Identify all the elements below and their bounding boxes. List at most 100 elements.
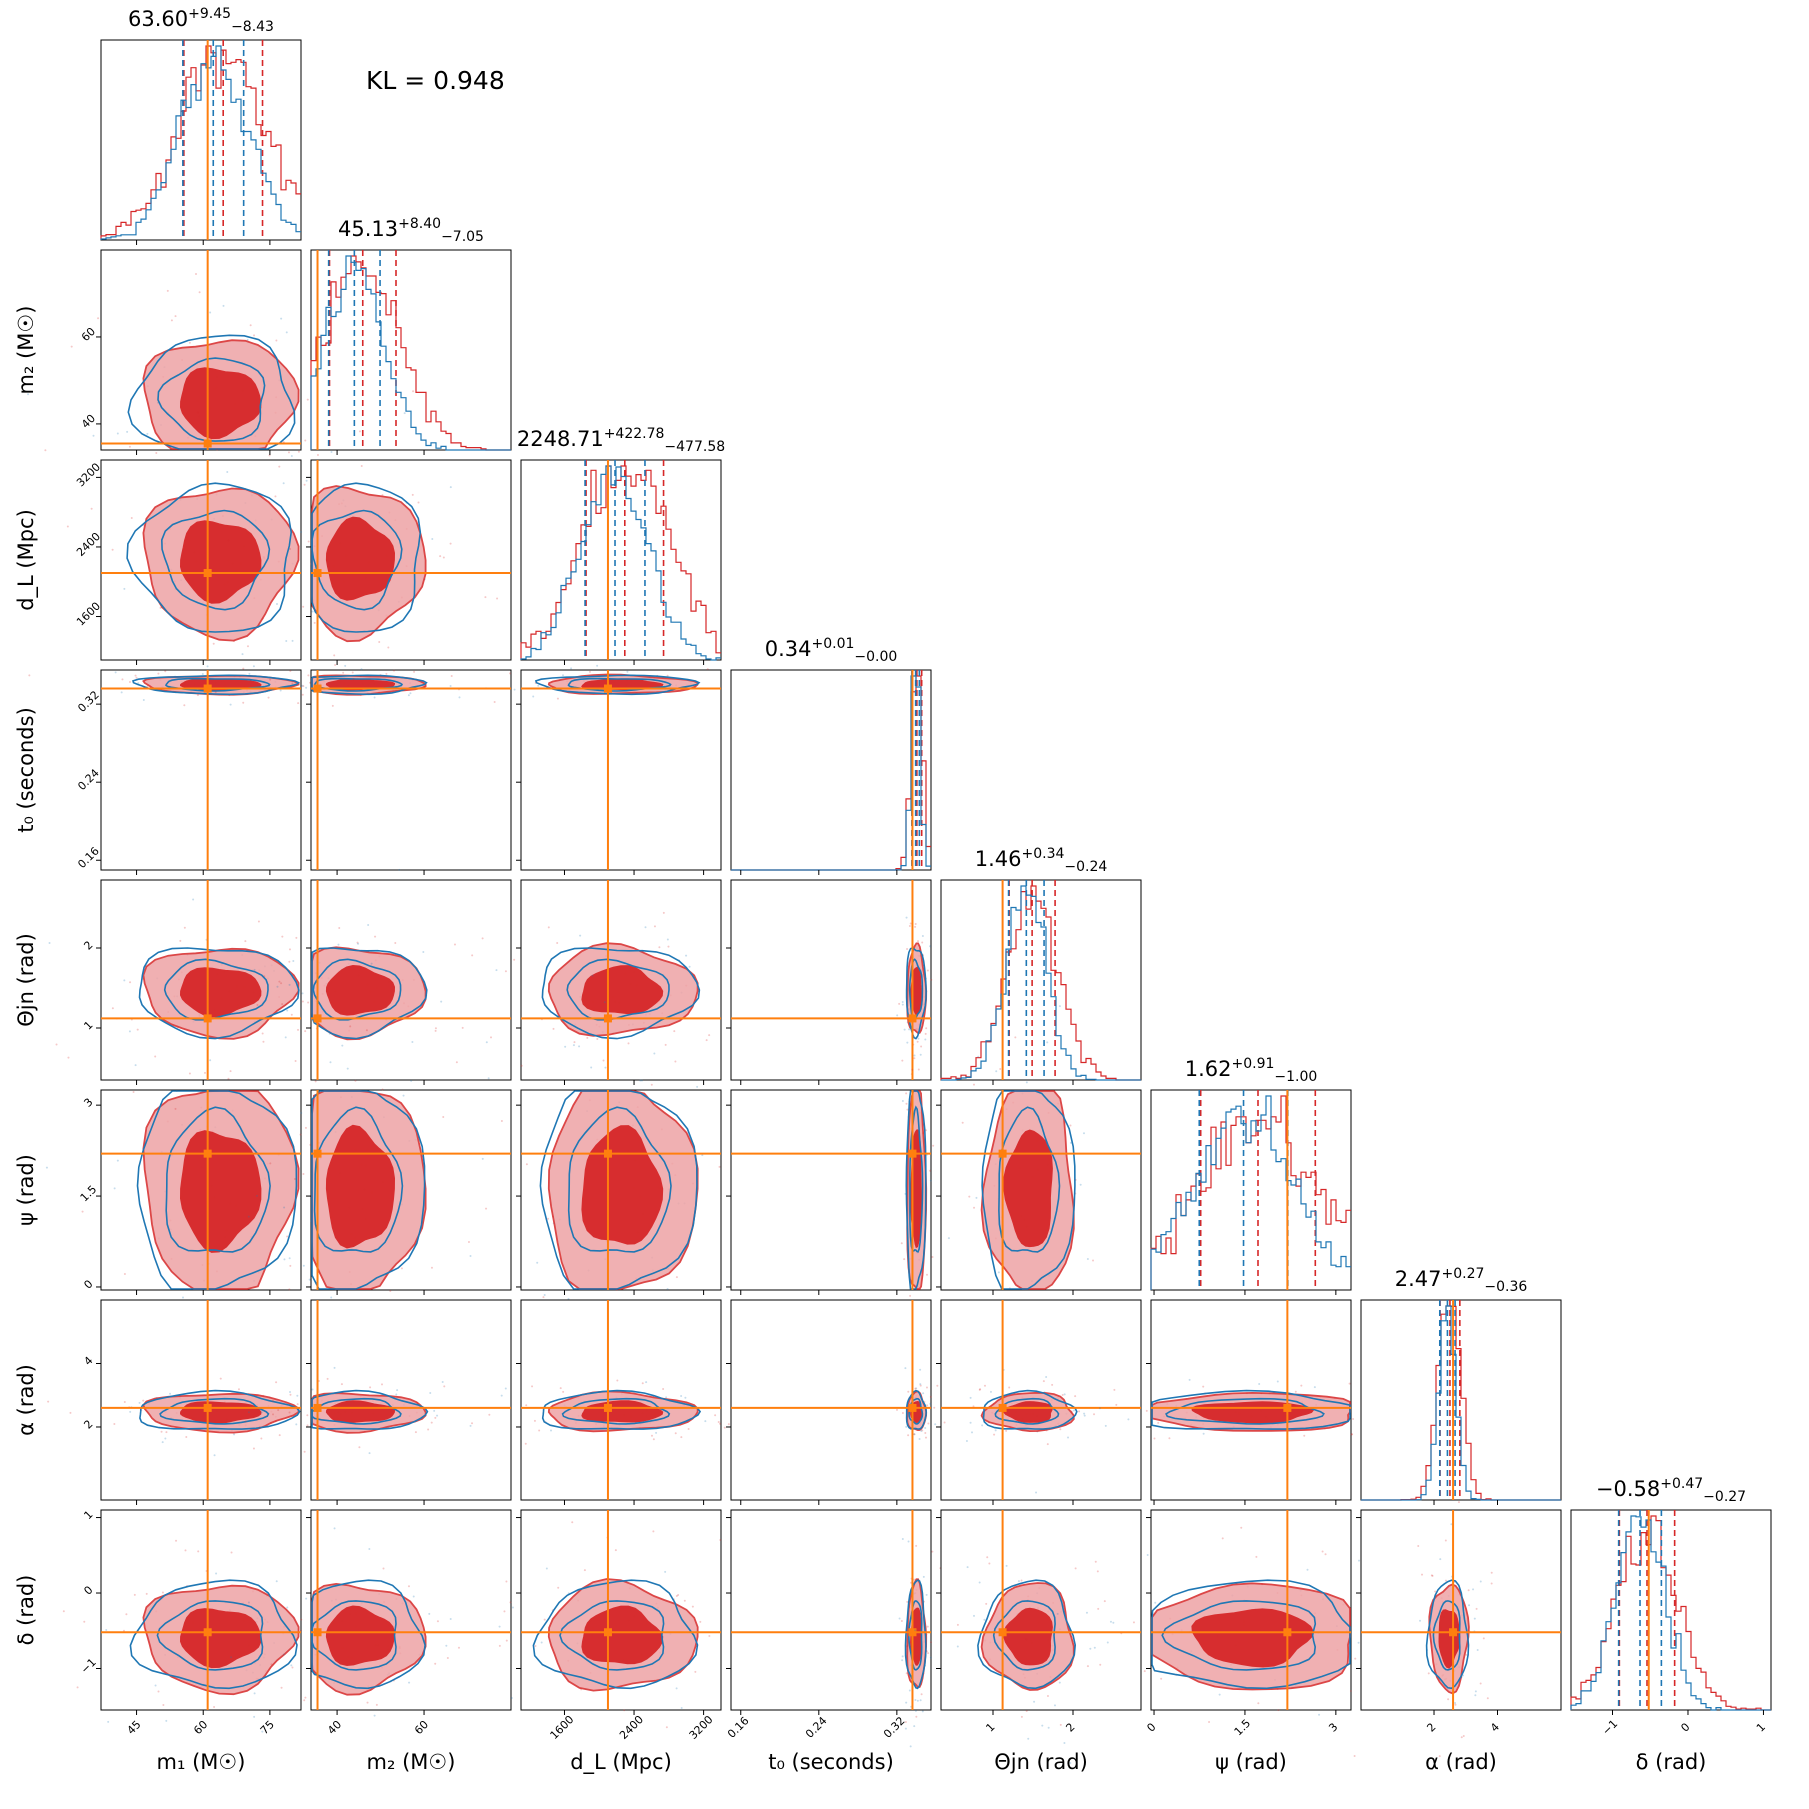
sample-point: [387, 646, 390, 649]
x-tick-label: 3: [1326, 1720, 1340, 1734]
sample-point: [166, 289, 169, 292]
sample-point: [1479, 1580, 1482, 1583]
sample-point: [1056, 1612, 1059, 1615]
sample-point: [134, 674, 137, 677]
sample-point: [653, 925, 656, 928]
sample-point: [995, 1070, 998, 1073]
sample-point: [680, 1394, 683, 1397]
sample-point: [142, 1399, 145, 1402]
sample-point: [272, 1413, 275, 1416]
sample-point: [675, 1276, 678, 1279]
sample-point: [1300, 1384, 1303, 1387]
sample-point: [333, 1366, 336, 1369]
sample-point: [304, 439, 307, 442]
red-contour: [581, 1400, 664, 1423]
sample-point: [904, 1727, 907, 1730]
xlabel-delta: δ (rad): [1635, 1750, 1707, 1774]
sample-point: [226, 471, 229, 474]
sample-point: [170, 319, 173, 322]
sample-point: [302, 685, 305, 688]
sample-point: [351, 671, 354, 674]
sample-point: [1033, 1700, 1036, 1703]
blue-contour: [163, 958, 269, 1021]
ylabel-delta: δ (rad): [14, 1574, 38, 1646]
blue-contour: [311, 674, 428, 696]
blue-contour: [311, 947, 428, 1040]
blue-contour: [541, 1389, 702, 1430]
sample-point: [288, 1257, 291, 1260]
sample-point: [338, 926, 341, 929]
sample-point: [1444, 1579, 1447, 1582]
sample-point: [1025, 1081, 1028, 1084]
sample-point: [469, 1255, 472, 1258]
sample-point: [896, 1014, 899, 1017]
truth-marker: [1449, 1628, 1458, 1637]
sample-point: [496, 597, 499, 600]
red-contour: [1191, 1608, 1314, 1668]
sample-point: [294, 1060, 297, 1063]
sample-point: [545, 1567, 548, 1570]
kl-divergence-label: KL = 0.948: [366, 66, 505, 95]
sample-point: [714, 1414, 717, 1417]
sample-point: [333, 1527, 336, 1530]
sample-point: [385, 672, 388, 675]
sample-point: [513, 688, 516, 691]
blue-contour: [1432, 1600, 1461, 1671]
title-thetajn: 1.46+0.34−0.24: [974, 846, 1108, 876]
sample-point: [301, 684, 304, 687]
sample-point: [1154, 1601, 1157, 1604]
sample-point: [1099, 1663, 1102, 1666]
x-tick-label: 40: [325, 1718, 344, 1737]
sample-point: [540, 1641, 543, 1644]
sample-point: [968, 1195, 971, 1198]
sample-point: [1208, 1721, 1211, 1724]
sample-point: [927, 1652, 930, 1655]
sample-point: [1353, 1755, 1356, 1758]
sample-point: [244, 1420, 247, 1423]
sample-point: [296, 1394, 299, 1397]
sample-point: [973, 1206, 976, 1209]
sample-point: [901, 1655, 904, 1658]
sample-point: [666, 938, 669, 941]
sample-point: [1014, 1036, 1017, 1039]
sample-point: [1457, 1501, 1460, 1504]
sample-point: [291, 639, 294, 642]
sample-point: [719, 1422, 722, 1425]
sample-point: [999, 1068, 1002, 1071]
y-tick-label: 4: [81, 1354, 95, 1368]
sample-point: [299, 1133, 302, 1136]
sample-point: [694, 1670, 697, 1673]
sample-point: [242, 667, 245, 670]
red-histogram: [310, 255, 511, 451]
sample-point: [664, 1570, 667, 1573]
sample-point: [481, 1157, 484, 1160]
sample-point: [1069, 1124, 1072, 1127]
sample-point: [931, 1550, 934, 1553]
sample-point: [1454, 1702, 1457, 1705]
sample-point: [896, 1408, 899, 1411]
sample-point: [914, 922, 917, 925]
sample-point: [924, 1032, 927, 1035]
sample-point: [296, 1403, 299, 1406]
sample-point: [901, 1059, 904, 1062]
sample-point: [956, 1645, 959, 1648]
sample-point: [113, 1187, 116, 1190]
panel-1-2: [227, 390, 512, 689]
sample-point: [1430, 1574, 1433, 1577]
sample-point: [1079, 1183, 1082, 1186]
sample-point: [123, 1272, 126, 1275]
sample-point: [665, 1396, 668, 1399]
blue-contour: [129, 1579, 298, 1690]
sample-point: [357, 942, 360, 945]
sample-point: [159, 606, 162, 609]
sample-point: [520, 1064, 523, 1067]
sample-point: [209, 1059, 212, 1062]
sample-point: [983, 1384, 986, 1387]
sample-point: [490, 1036, 493, 1039]
sample-point: [1083, 1414, 1086, 1417]
sample-point: [154, 1055, 157, 1058]
sample-point: [1352, 1417, 1355, 1420]
x-tick-label: 2: [1063, 1720, 1077, 1734]
sample-point: [304, 1030, 307, 1033]
panel-5-5: [1150, 1089, 1352, 1295]
